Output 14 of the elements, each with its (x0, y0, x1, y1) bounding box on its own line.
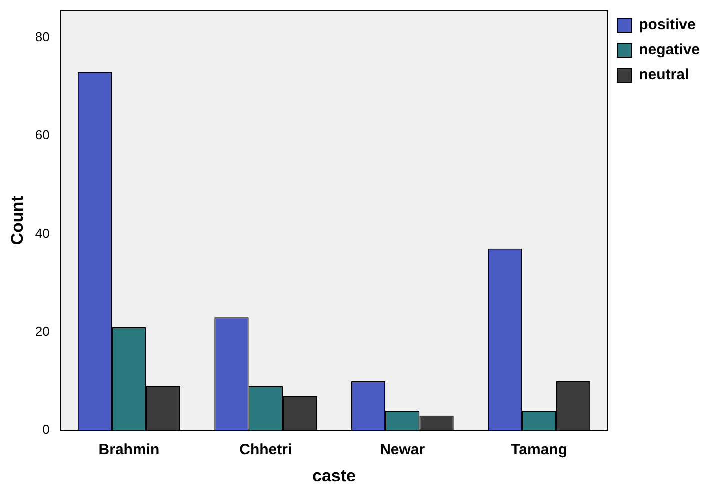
x-tick-label: Brahmin (98, 442, 160, 459)
y-tick-label: 20 (35, 324, 50, 339)
y-tick-label: 60 (35, 128, 50, 143)
legend-label: positive (639, 16, 696, 34)
y-tick-label: 40 (35, 226, 50, 241)
x-tick-label: Chhetri (240, 442, 292, 459)
x-axis-title: caste (312, 466, 356, 486)
legend-label: negative (639, 42, 700, 59)
legend-label: neutral (639, 66, 690, 84)
x-tick-label: Tamang (511, 442, 568, 459)
y-axis-title: Count (8, 196, 27, 246)
y-tick-label: 80 (35, 29, 50, 44)
y-tick-label: 0 (42, 422, 50, 438)
x-tick-label: Newar (380, 442, 426, 459)
